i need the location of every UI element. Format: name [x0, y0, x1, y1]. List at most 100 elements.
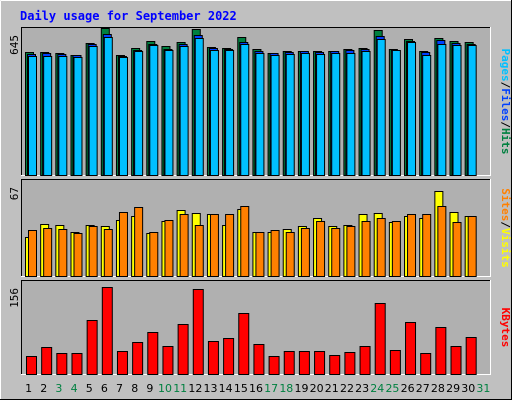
bar-pages-day-23: [361, 51, 371, 176]
bar-kbytes-day-14: [223, 338, 235, 375]
bar-sites-day-11: [179, 214, 189, 277]
x-axis-labels: 1 2 3 4 5 6 7 8 9 10 11 12 13 14 15 16 17 18 19 20 21 22 23 24 2…: [25, 382, 490, 395]
x-tick-day-17: 17: [264, 382, 278, 395]
bar-kbytes-day-22: [344, 352, 356, 375]
bar-pages-day-18: [285, 54, 295, 176]
bar-pages-day-5: [88, 46, 98, 176]
bar-kbytes-day-21: [329, 355, 341, 375]
bar-kbytes-day-2: [41, 347, 53, 375]
bar-sites-day-10: [164, 220, 174, 277]
bar-pages-day-17: [270, 55, 280, 176]
bar-sites-day-29: [452, 222, 462, 277]
x-tick-day-14: 14: [219, 382, 233, 395]
bar-kbytes-day-12: [192, 289, 204, 375]
x-tick-day-25: 25: [385, 382, 399, 395]
bar-pages-day-10: [164, 50, 174, 176]
bar-pages-day-24: [376, 39, 386, 176]
bar-sites-day-3: [58, 229, 68, 277]
panel-legend: Sites/Visits: [499, 188, 512, 268]
x-tick-day-13: 13: [204, 382, 218, 395]
bar-pages-day-2: [43, 56, 53, 176]
bar-sites-day-7: [118, 212, 128, 277]
y-max-tick-label: 156: [8, 288, 21, 308]
bar-kbytes-day-17: [268, 356, 280, 375]
legend-visits: Visits: [499, 228, 512, 268]
bar-kbytes-day-3: [56, 353, 68, 375]
bar-kbytes-day-1: [26, 356, 37, 375]
bar-kbytes-day-23: [359, 346, 371, 375]
bar-pages-day-6: [103, 37, 113, 176]
bar-kbytes-day-15: [238, 313, 250, 375]
bar-kbytes-day-16: [253, 344, 265, 375]
x-tick-day-20: 20: [310, 382, 324, 395]
bar-kbytes-day-9: [147, 332, 159, 375]
x-tick-day-1: 1: [25, 382, 32, 395]
bar-sites-day-30: [467, 216, 477, 277]
legend-kbytes: KBytes: [499, 308, 512, 348]
bar-sites-day-27: [422, 214, 432, 277]
bar-sites-day-15: [240, 206, 250, 277]
bar-kbytes-day-19: [298, 351, 310, 375]
bar-sites-day-17: [270, 230, 280, 277]
bar-pages-day-29: [452, 45, 462, 176]
bar-kbytes-day-5: [86, 320, 98, 375]
bar-sites-day-1: [28, 230, 37, 277]
chart-title: Daily usage for September 2022: [20, 9, 237, 23]
bar-kbytes-day-27: [420, 353, 432, 375]
legend-hits: Hits: [499, 128, 512, 155]
x-tick-day-6: 6: [101, 382, 108, 395]
bar-kbytes-day-10: [162, 346, 174, 375]
bar-sites-day-20: [316, 221, 326, 277]
legend-separator: /: [499, 121, 512, 128]
x-tick-day-3: 3: [55, 382, 62, 395]
panel-hits-files-pages: [21, 27, 491, 176]
x-tick-day-31: 31: [476, 382, 490, 395]
x-tick-day-27: 27: [416, 382, 430, 395]
legend-sites: Sites: [499, 188, 512, 221]
bar-sites-day-4: [73, 233, 83, 277]
x-tick-day-7: 7: [116, 382, 123, 395]
bar-kbytes-day-13: [207, 341, 219, 375]
bar-pages-day-28: [437, 44, 447, 176]
bar-sites-day-9: [149, 232, 159, 277]
x-tick-day-29: 29: [446, 382, 460, 395]
bar-pages-day-22: [346, 53, 356, 176]
bar-kbytes-day-24: [374, 303, 386, 375]
bar-sites-day-25: [391, 221, 401, 277]
x-tick-day-11: 11: [173, 382, 187, 395]
bar-kbytes-day-7: [116, 351, 128, 375]
panel-sites-visits: [21, 179, 491, 277]
bar-sites-day-21: [331, 228, 341, 277]
bar-pages-day-7: [118, 57, 128, 176]
bar-pages-day-8: [134, 51, 144, 176]
bar-sites-day-6: [103, 229, 113, 277]
bar-kbytes-day-18: [283, 351, 295, 375]
x-tick-day-12: 12: [188, 382, 202, 395]
x-tick-day-9: 9: [146, 382, 153, 395]
bar-kbytes-day-30: [465, 337, 477, 375]
bar-sites-day-8: [134, 207, 144, 277]
x-tick-day-5: 5: [86, 382, 93, 395]
bar-pages-day-20: [316, 54, 326, 176]
x-tick-day-28: 28: [431, 382, 445, 395]
legend-separator: /: [499, 221, 512, 228]
bar-pages-day-27: [422, 55, 432, 176]
panel-legend: KBytes: [499, 308, 512, 348]
bar-sites-day-12: [194, 225, 204, 277]
bar-sites-day-28: [437, 206, 447, 277]
x-tick-day-15: 15: [234, 382, 248, 395]
bar-kbytes-day-4: [71, 353, 83, 375]
bar-kbytes-day-20: [314, 351, 326, 375]
bar-pages-day-21: [331, 53, 341, 176]
bar-sites-day-19: [300, 228, 310, 277]
x-tick-day-22: 22: [340, 382, 354, 395]
bar-pages-day-11: [179, 46, 189, 176]
bar-sites-day-26: [407, 214, 417, 277]
bar-pages-day-26: [407, 42, 417, 176]
bar-pages-day-1: [28, 56, 37, 176]
legend-separator: /: [499, 82, 512, 89]
legend-pages: Pages: [499, 49, 512, 82]
x-tick-day-16: 16: [249, 382, 263, 395]
bar-pages-day-4: [73, 57, 83, 176]
bar-pages-day-16: [255, 53, 265, 176]
